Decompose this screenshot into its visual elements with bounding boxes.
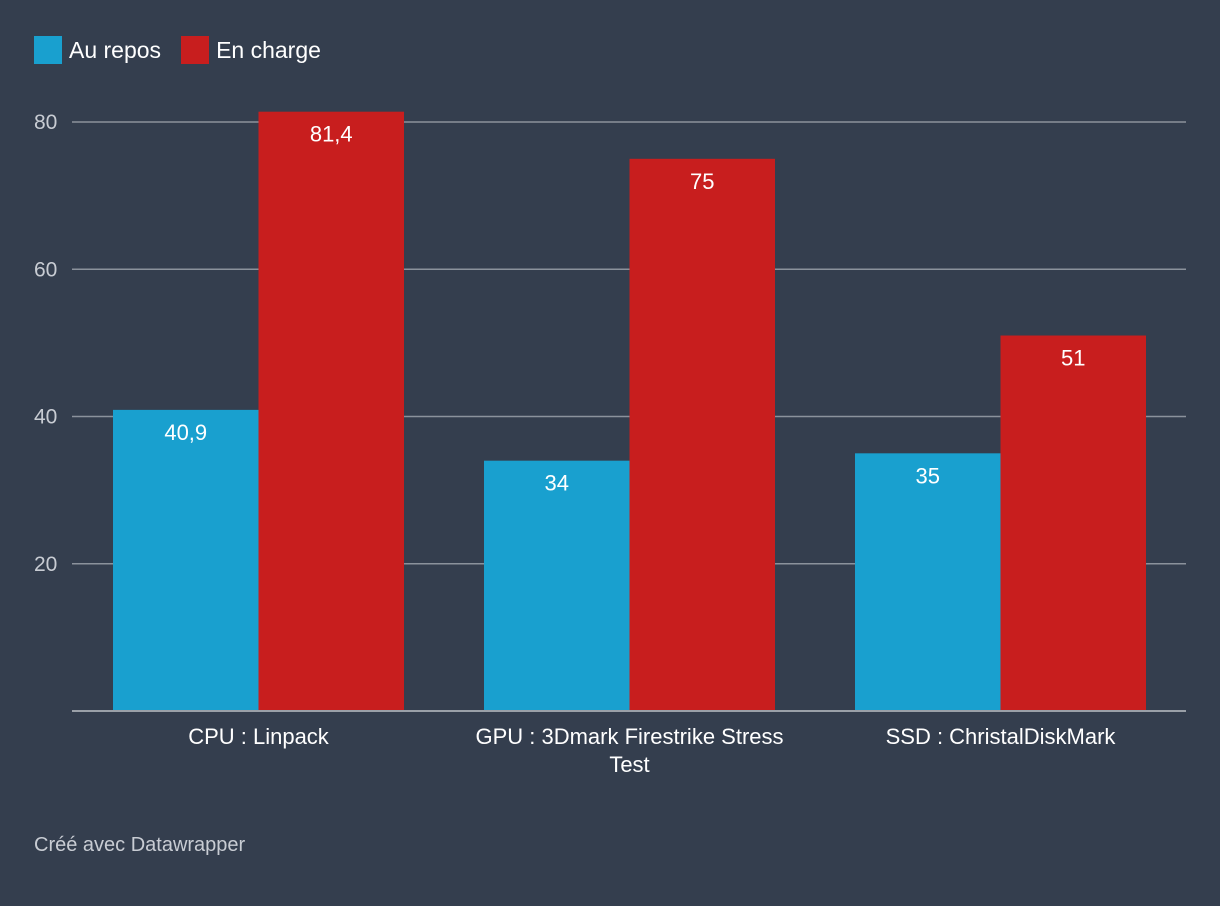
y-tick-label-60: 60 xyxy=(34,258,57,281)
bar-au-repos-0 xyxy=(113,409,259,711)
legend-item-au-repos: Au repos xyxy=(34,36,161,64)
data-label-au-repos-0: 40,9 xyxy=(164,420,207,445)
x-tick-label-2: SSD : ChristalDiskMark xyxy=(886,724,1117,749)
data-label-au-repos-2: 35 xyxy=(916,463,940,488)
x-tick-label-1: GPU : 3Dmark Firestrike Stress Test xyxy=(475,724,783,777)
data-label-en-charge-0: 81,4 xyxy=(310,122,353,147)
y-tick-label-20: 20 xyxy=(34,553,57,576)
data-label-en-charge-1: 75 xyxy=(690,169,714,194)
data-label-au-repos-1: 34 xyxy=(545,471,569,496)
legend-label-en-charge: En charge xyxy=(216,36,321,63)
legend-swatch-au-repos xyxy=(34,36,62,64)
legend-label-au-repos: Au repos xyxy=(69,36,162,63)
bar-en-charge-1 xyxy=(629,158,775,711)
data-label-en-charge-2: 51 xyxy=(1061,346,1085,371)
bar-au-repos-1 xyxy=(484,460,630,711)
y-tick-label-80: 80 xyxy=(34,111,57,134)
legend-swatch-en-charge xyxy=(181,36,210,64)
bar-en-charge-0 xyxy=(258,111,404,711)
chart-legend: Au repos En charge xyxy=(34,36,321,64)
footer-credit: Créé avec Datawrapper xyxy=(34,834,246,856)
bar-en-charge-2 xyxy=(1000,335,1146,711)
legend-item-en-charge: En charge xyxy=(181,36,321,64)
x-tick-label-0: CPU : Linpack xyxy=(188,724,330,749)
y-tick-label-40: 40 xyxy=(34,406,57,429)
bar-au-repos-2 xyxy=(855,453,1001,711)
